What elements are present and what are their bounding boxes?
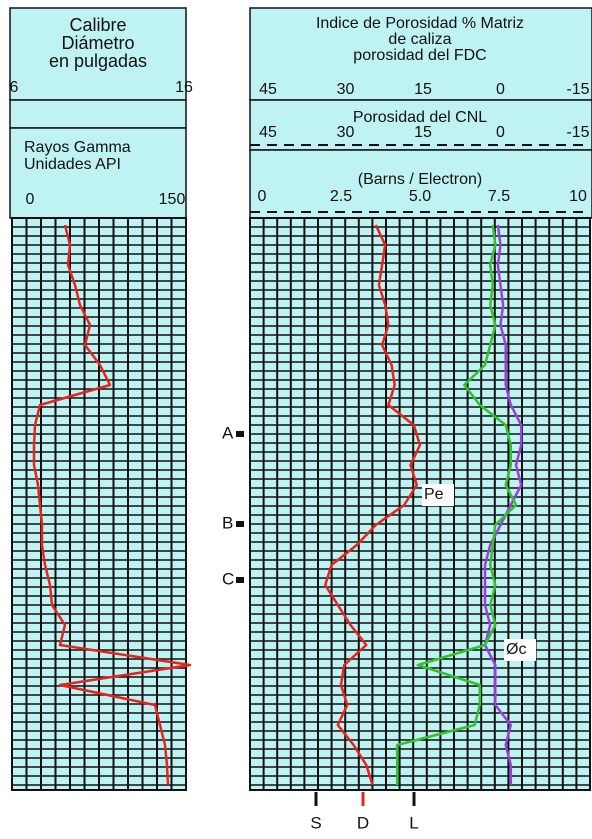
- pe-scale-label: 10: [569, 188, 587, 205]
- depth-marker-label: C: [222, 569, 234, 588]
- header-box: [9, 127, 187, 219]
- caliper-title: en pulgadas: [49, 51, 147, 71]
- header-box: [9, 99, 187, 129]
- pe-curve: [323, 224, 422, 786]
- depth-marker-tick: [236, 577, 244, 583]
- cnl-scale-label: 15: [414, 124, 432, 141]
- fdc-scale-label: 15: [414, 81, 432, 98]
- bottom-label: S: [310, 813, 321, 832]
- fdc-scale-label: -15: [566, 81, 589, 98]
- curve-label: Pe: [424, 486, 444, 503]
- fdc-title: de caliza: [388, 31, 451, 48]
- caliper-title: Calibre: [69, 15, 126, 35]
- gamma-title: Unidades API: [24, 156, 121, 173]
- gamma-scale-label: 0: [26, 191, 35, 208]
- caliper-scale-label: 6: [10, 79, 19, 96]
- cnl-scale-label: 30: [337, 124, 355, 141]
- pe-title: (Barns / Electron): [358, 171, 482, 188]
- caliper-scale-label: 16: [175, 79, 193, 96]
- fdc-title: porosidad del FDC: [353, 47, 486, 64]
- depth-marker-tick: [236, 521, 244, 527]
- gamma-title: Rayos Gamma: [24, 139, 131, 156]
- depth-marker-label: A: [222, 423, 234, 442]
- caliper-title: Diámetro: [61, 33, 134, 53]
- density-curve: [483, 224, 523, 785]
- fdc-scale-label: 0: [496, 81, 505, 98]
- curve-label: Øc: [506, 641, 526, 658]
- cnl-scale-label: 0: [496, 124, 505, 141]
- fdc-scale-label: 30: [337, 81, 355, 98]
- curve-label-box: [504, 639, 536, 661]
- gamma-ray-curve: [32, 224, 192, 786]
- cnl-title: Porosidad del CNL: [353, 109, 487, 126]
- header-box: [249, 149, 592, 219]
- header-box: [9, 7, 187, 101]
- neutron-curve: [395, 224, 518, 785]
- pe-scale-label: 5.0: [409, 188, 431, 205]
- pe-scale-label: 2.5: [330, 188, 352, 205]
- curve-label-box: [422, 484, 454, 506]
- gamma-scale-label: 150: [159, 191, 186, 208]
- pe-scale-label: 0: [258, 188, 267, 205]
- pe-scale-label: 7.5: [488, 188, 510, 205]
- bottom-label: D: [357, 813, 369, 832]
- fdc-title: Indice de Porosidad % Matriz: [316, 15, 524, 32]
- cnl-scale-label: 45: [259, 124, 277, 141]
- depth-marker-tick: [236, 431, 244, 437]
- bottom-label: L: [409, 813, 418, 832]
- fdc-scale-label: 45: [259, 81, 277, 98]
- cnl-scale-label: -15: [566, 124, 589, 141]
- depth-marker-label: B: [222, 513, 233, 532]
